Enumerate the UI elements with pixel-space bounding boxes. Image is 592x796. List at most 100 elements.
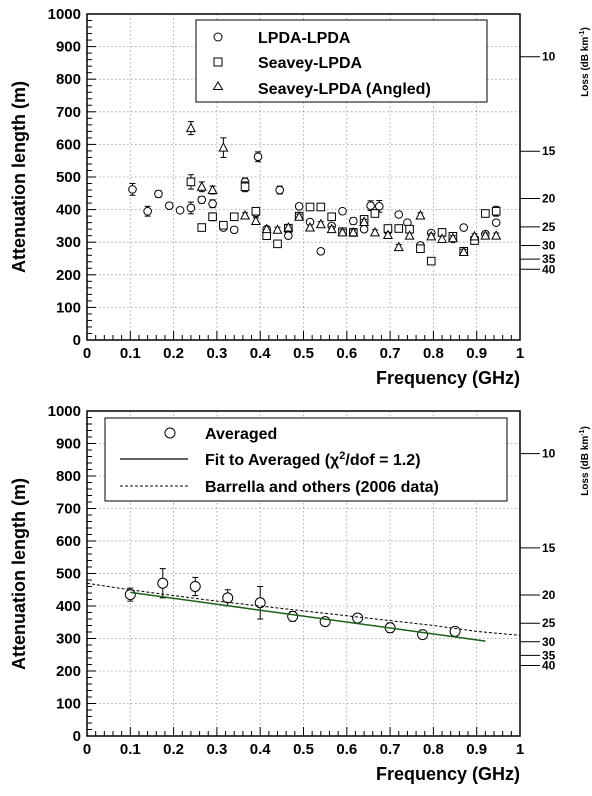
- y-tick-label: 300: [56, 631, 81, 648]
- y-tick-label: 800: [56, 468, 81, 485]
- right-axis-label: Loss (dB km-1): [579, 426, 591, 496]
- circle-marker: [374, 202, 384, 211]
- legend-square-marker: [213, 57, 223, 67]
- right-axis-label: Loss (dB km-1): [579, 27, 591, 97]
- circle-marker: [143, 206, 152, 216]
- data-point: [366, 200, 375, 212]
- circle-marker: [254, 597, 266, 609]
- y-tick-label: 1000: [48, 6, 81, 23]
- right-tick-label: 15: [542, 144, 556, 158]
- data-point: [393, 241, 404, 252]
- circle-marker: [348, 216, 358, 226]
- data-point: [250, 215, 261, 226]
- data-point: [491, 205, 501, 217]
- data-point: [229, 225, 239, 235]
- data-point: [284, 231, 293, 240]
- triangle-marker: [283, 221, 294, 232]
- y-tick-label: 800: [56, 71, 81, 88]
- data-point: [374, 199, 384, 213]
- x-axis-label: Frequency (GHz): [376, 368, 520, 388]
- right-tick-label: 10: [542, 50, 556, 64]
- circle-marker: [175, 205, 185, 215]
- data-point: [275, 185, 284, 195]
- circle-marker: [275, 185, 284, 195]
- legend-label-lpda-lpda: LPDA-LPDA: [258, 30, 351, 47]
- y-axis-label: Attenuation length (m): [9, 478, 29, 670]
- circle-marker: [229, 225, 239, 235]
- triangle-marker: [294, 211, 305, 221]
- square-marker: [219, 220, 228, 230]
- triangle-marker: [426, 230, 437, 241]
- data-point: [305, 202, 315, 212]
- triangle-marker: [348, 226, 359, 237]
- x-tick-label: 1: [516, 741, 524, 758]
- x-tick-label: 0.8: [423, 345, 444, 362]
- triangle-marker: [315, 218, 326, 229]
- circle-marker: [284, 231, 293, 240]
- x-tick-label: 0.5: [293, 345, 314, 362]
- data-point: [348, 226, 359, 237]
- data-point: [197, 223, 207, 232]
- triangle-marker: [218, 142, 229, 152]
- data-point: [219, 220, 228, 230]
- circle-marker: [366, 201, 375, 210]
- triangle-marker: [359, 216, 370, 226]
- data-point: [337, 226, 348, 237]
- triangle-marker: [250, 215, 261, 226]
- data-point: [175, 205, 185, 215]
- square-marker: [240, 182, 250, 192]
- x-tick-label: 1: [516, 345, 524, 362]
- data-point: [273, 239, 282, 249]
- data-point: [315, 218, 326, 229]
- circle-marker: [197, 195, 207, 205]
- x-tick-label: 0.9: [466, 345, 487, 362]
- circle-marker: [316, 247, 326, 256]
- data-point: [417, 629, 429, 641]
- square-marker: [481, 209, 490, 218]
- y-tick-label: 900: [56, 436, 81, 453]
- triangle-marker: [480, 230, 491, 240]
- data-point: [272, 224, 283, 234]
- legend-box: [195, 19, 488, 103]
- data-point: [326, 223, 337, 234]
- x-tick-label: 0.4: [250, 345, 272, 362]
- data-point: [348, 216, 358, 226]
- data-point: [229, 212, 239, 222]
- circle-marker: [124, 589, 136, 601]
- triangle-marker: [240, 209, 251, 220]
- data-point: [283, 221, 294, 232]
- data-point: [186, 201, 196, 215]
- y-tick-label: 300: [56, 234, 81, 251]
- data-point: [261, 223, 272, 234]
- right-tick-label: 40: [542, 262, 556, 276]
- circle-marker: [294, 202, 304, 211]
- data-point: [338, 206, 347, 216]
- circle-marker: [208, 199, 217, 209]
- circle-marker: [287, 610, 299, 622]
- x-axis-label: Frequency (GHz): [376, 764, 520, 784]
- data-point: [240, 209, 251, 220]
- right-tick-label: 40: [542, 658, 556, 672]
- right-tick-label: 30: [542, 238, 556, 252]
- square-marker: [316, 202, 326, 212]
- data-point: [369, 226, 380, 237]
- legend-label-averaged: Averaged: [205, 426, 277, 443]
- data-point: [426, 230, 437, 241]
- legend-label-barrella: Barrella and others (2006 data): [205, 479, 439, 496]
- x-tick-label: 0.2: [163, 741, 184, 758]
- y-tick-label: 0: [73, 728, 81, 745]
- circle-marker: [338, 206, 347, 216]
- x-tick-label: 0: [83, 741, 91, 758]
- data-point: [251, 206, 261, 216]
- data-point: [480, 230, 491, 240]
- triangle-marker: [415, 209, 426, 220]
- triangle-marker: [337, 226, 348, 237]
- data-point: [415, 209, 426, 220]
- data-point: [382, 229, 393, 240]
- legend-label-seavey-lpda: Seavey-LPDA: [258, 55, 362, 72]
- x-tick-label: 0.5: [293, 741, 314, 758]
- data-point: [491, 230, 502, 240]
- data-point: [186, 174, 196, 190]
- triangle-marker: [469, 230, 480, 241]
- data-point: [154, 189, 163, 199]
